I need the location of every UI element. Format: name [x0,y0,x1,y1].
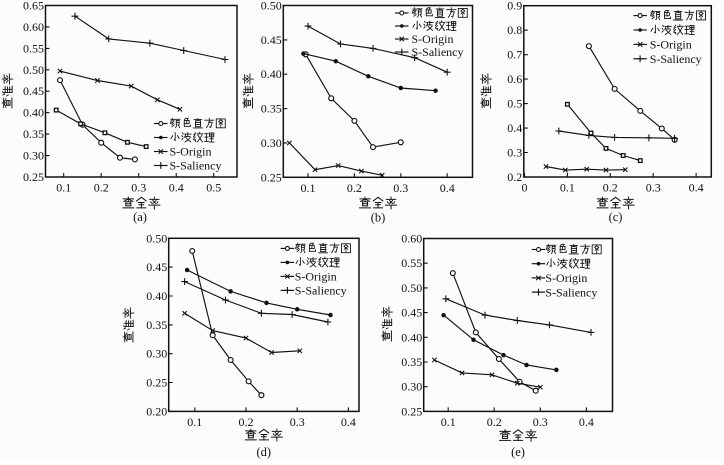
svg-text:(c): (c) [609,210,623,224]
svg-text:0.6: 0.6 [507,72,522,86]
svg-text:0.4: 0.4 [341,415,356,429]
svg-text:0.30: 0.30 [401,380,422,394]
svg-text:0.4: 0.4 [440,181,455,195]
svg-text:S-Saliency: S-Saliency [295,284,347,298]
svg-text:0.30: 0.30 [23,149,44,163]
svg-text:(e): (e) [511,445,525,459]
svg-text:0.3: 0.3 [507,146,522,160]
svg-text:0.40: 0.40 [146,289,167,303]
svg-text:0.65: 0.65 [23,0,44,13]
svg-text:0.5: 0.5 [507,97,522,111]
svg-text:0.45: 0.45 [23,84,44,98]
svg-text:S-Origin: S-Origin [545,271,587,285]
svg-text:S-Origin: S-Origin [170,145,212,159]
svg-text:S-Saliency: S-Saliency [412,45,464,59]
svg-text:0.3: 0.3 [646,181,661,195]
svg-text:0.45: 0.45 [146,260,167,274]
svg-text:0.20: 0.20 [146,404,167,418]
svg-text:S-Saliency: S-Saliency [170,159,222,173]
svg-text:0.4: 0.4 [689,181,704,195]
svg-text:0.9: 0.9 [507,0,522,13]
svg-text:0.1: 0.1 [301,181,316,195]
svg-text:0.50: 0.50 [23,63,44,77]
svg-text:0.4: 0.4 [507,121,522,135]
svg-text:0: 0 [522,181,528,195]
svg-text:0.55: 0.55 [23,41,44,55]
svg-text:0.4: 0.4 [579,415,594,429]
svg-text:S-Origin: S-Origin [412,32,454,46]
svg-text:0.35: 0.35 [146,318,167,332]
svg-text:0.3: 0.3 [393,181,408,195]
svg-text:S-Origin: S-Origin [295,270,337,284]
svg-text:0.3: 0.3 [290,415,305,429]
svg-text:0.1: 0.1 [441,415,456,429]
svg-text:0.50: 0.50 [146,231,167,245]
svg-text:0.1: 0.1 [560,181,575,195]
svg-text:S-Saliency: S-Saliency [650,52,702,66]
svg-text:0.7: 0.7 [507,48,522,62]
svg-text:0.25: 0.25 [23,170,44,184]
svg-text:0.60: 0.60 [401,232,422,246]
svg-text:0.40: 0.40 [23,106,44,120]
svg-text:0.30: 0.30 [261,136,282,150]
svg-text:0.8: 0.8 [507,23,522,37]
svg-text:0.2: 0.2 [347,181,362,195]
svg-text:0.50: 0.50 [261,0,282,13]
svg-text:0.1: 0.1 [56,181,71,195]
svg-text:0.35: 0.35 [23,127,44,141]
svg-text:0.3: 0.3 [131,181,146,195]
svg-text:0.30: 0.30 [146,347,167,361]
svg-text:(b): (b) [371,211,386,225]
svg-text:0.55: 0.55 [401,256,422,270]
svg-text:0.25: 0.25 [261,170,282,184]
svg-text:0.2: 0.2 [507,170,522,184]
svg-text:0.35: 0.35 [401,355,422,369]
svg-text:0.1: 0.1 [187,415,202,429]
svg-text:0.50: 0.50 [401,281,422,295]
svg-text:0.2: 0.2 [487,415,502,429]
svg-text:0.2: 0.2 [603,181,618,195]
svg-text:0.60: 0.60 [23,20,44,34]
svg-text:(d): (d) [257,445,272,459]
svg-text:0.5: 0.5 [206,181,221,195]
svg-text:0.25: 0.25 [401,404,422,418]
svg-text:0.40: 0.40 [261,67,282,81]
svg-text:0.2: 0.2 [94,181,109,195]
svg-text:0.2: 0.2 [239,415,254,429]
svg-text:S-Saliency: S-Saliency [545,285,597,299]
svg-text:0.3: 0.3 [533,415,548,429]
svg-text:0.40: 0.40 [401,330,422,344]
svg-text:0.4: 0.4 [169,181,184,195]
svg-text:0.45: 0.45 [401,306,422,320]
svg-text:0.25: 0.25 [146,376,167,390]
svg-text:0.45: 0.45 [261,33,282,47]
svg-text:0.35: 0.35 [261,102,282,116]
svg-text:(a): (a) [133,210,147,224]
svg-text:S-Origin: S-Origin [650,38,692,52]
